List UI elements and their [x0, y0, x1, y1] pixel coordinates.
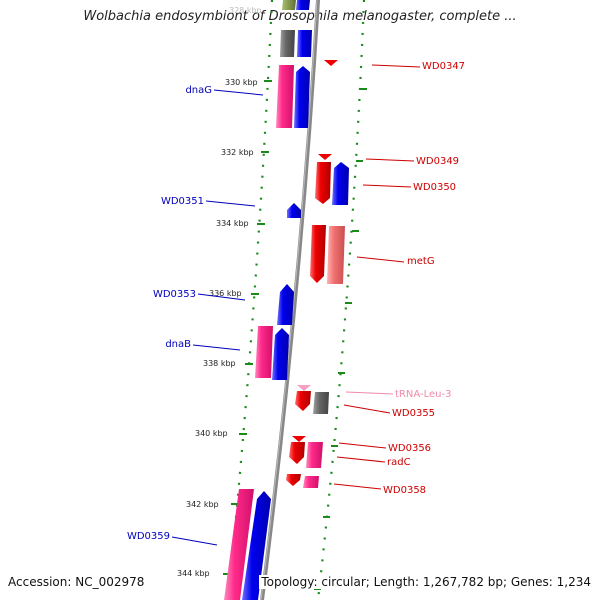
gene-WD0358-rev[interactable]	[286, 474, 301, 486]
left-leader-lines	[171, 89, 264, 546]
genome-backbone	[260, 0, 320, 600]
gene-WD0350-rev[interactable]	[315, 162, 331, 204]
kbp-label: 344 kbp	[177, 569, 210, 578]
gene-label-WD0355[interactable]: WD0355	[392, 408, 435, 419]
gene-partial-top[interactable]	[282, 0, 296, 10]
gene-label-WD0347[interactable]: WD0347	[422, 61, 465, 72]
topology-text: Topology: circular; Length: 1,267,782 bp…	[259, 575, 591, 589]
kbp-label: 330 kbp	[225, 78, 258, 87]
gene-label-WD0356[interactable]: WD0356	[388, 443, 431, 454]
gene-WD0351[interactable]	[287, 203, 301, 218]
gene-WD0350[interactable]	[332, 162, 349, 205]
gene-label-WD0350[interactable]: WD0350	[413, 182, 456, 193]
gene-label-WD0358[interactable]: WD0358	[383, 485, 426, 496]
gene-label-metG[interactable]: metG	[407, 256, 435, 267]
gene-dnaG[interactable]	[294, 66, 310, 128]
kbp-label-top-partial: 328 kbp	[229, 6, 262, 15]
gene-label-tRNA-Leu-3[interactable]: tRNA-Leu-3	[395, 389, 451, 400]
gene-forward[interactable]	[297, 30, 312, 57]
gene-WD0359[interactable]	[242, 491, 271, 600]
kbp-label: 336 kbp	[209, 289, 242, 298]
gene-WD0356-tip[interactable]	[292, 436, 306, 442]
gene-label-WD0351[interactable]: WD0351	[161, 196, 204, 207]
gene-dnaB-pair[interactable]	[255, 326, 273, 378]
gene-WD0355-rev[interactable]	[295, 391, 311, 411]
kbp-label: 342 kbp	[186, 500, 219, 509]
gene-WD0358[interactable]	[303, 476, 319, 488]
gene-WD0355[interactable]	[313, 392, 329, 414]
map-title: Wolbachia endosymbiont of Drosophila mel…	[83, 9, 517, 24]
gene-WD0347[interactable]	[324, 60, 338, 66]
gene-dnaG-pair[interactable]	[276, 65, 294, 128]
gene-label-radC[interactable]: radC	[387, 457, 411, 468]
gene-label-WD0359[interactable]: WD0359	[127, 531, 170, 542]
gene-tRNA-Leu-3[interactable]	[297, 385, 311, 391]
kbp-label: 338 kbp	[203, 359, 236, 368]
gene-other[interactable]	[280, 30, 295, 57]
gene-dnaB[interactable]	[272, 328, 289, 380]
gene-label-dnaB[interactable]: dnaB	[165, 339, 191, 350]
kbp-tick-marks	[223, 80, 272, 575]
right-track-ticks	[314, 88, 367, 590]
right-leader-lines	[333, 64, 421, 490]
gene-metG[interactable]	[310, 225, 326, 283]
backbone-highlight	[260, 0, 318, 600]
gene-partial-top[interactable]	[296, 0, 310, 10]
gene-label-WD0353[interactable]: WD0353	[153, 289, 196, 300]
gene-metG-pair[interactable]	[327, 226, 345, 284]
gene-radC[interactable]	[306, 442, 323, 468]
gene-features	[224, 0, 349, 600]
gene-label-dnaG[interactable]: dnaG	[185, 85, 212, 96]
accession-text: Accession: NC_002978	[8, 575, 145, 589]
gene-WD0359-pair[interactable]	[224, 489, 254, 600]
gene-label-WD0349[interactable]: WD0349	[416, 156, 459, 167]
kbp-label: 334 kbp	[216, 219, 249, 228]
gene-WD0349[interactable]	[318, 154, 332, 160]
gene-WD0356[interactable]	[289, 442, 305, 464]
gene-WD0353[interactable]	[277, 284, 294, 325]
kbp-label: 332 kbp	[221, 148, 254, 157]
right-scale-track	[316, 0, 366, 600]
kbp-label: 340 kbp	[195, 429, 228, 438]
trna-leader-line	[345, 391, 394, 395]
